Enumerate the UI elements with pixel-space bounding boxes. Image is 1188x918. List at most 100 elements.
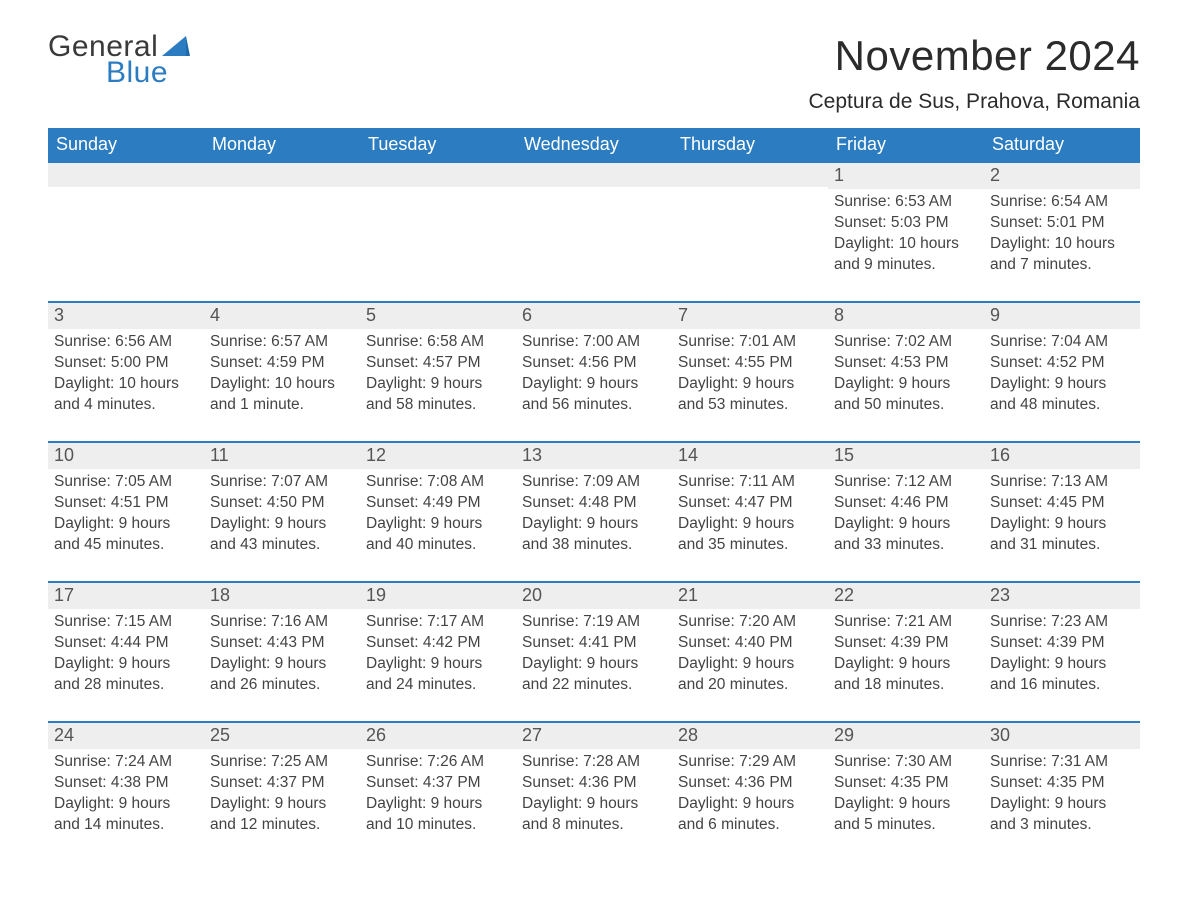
day-body: Sunrise: 6:54 AMSunset: 5:01 PMDaylight:…: [984, 189, 1140, 278]
calendar-cell: 21Sunrise: 7:20 AMSunset: 4:40 PMDayligh…: [672, 583, 828, 703]
sunset-text: Sunset: 4:37 PM: [366, 773, 510, 794]
day-number: 12: [360, 443, 516, 469]
calendar-week: 3Sunrise: 6:56 AMSunset: 5:00 PMDaylight…: [48, 301, 1140, 423]
day-body: [672, 187, 828, 192]
month-title: November 2024: [808, 32, 1140, 80]
sunrise-text: Sunrise: 6:58 AM: [366, 332, 510, 353]
sunset-text: Sunset: 4:41 PM: [522, 633, 666, 654]
calendar-cell: 11Sunrise: 7:07 AMSunset: 4:50 PMDayligh…: [204, 443, 360, 563]
day-body: Sunrise: 7:12 AMSunset: 4:46 PMDaylight:…: [828, 469, 984, 558]
sunset-text: Sunset: 4:35 PM: [834, 773, 978, 794]
sunset-text: Sunset: 4:46 PM: [834, 493, 978, 514]
daylight-text: Daylight: 9 hours and 18 minutes.: [834, 654, 978, 696]
sunrise-text: Sunrise: 7:26 AM: [366, 752, 510, 773]
day-number: 5: [360, 303, 516, 329]
calendar-cell: 6Sunrise: 7:00 AMSunset: 4:56 PMDaylight…: [516, 303, 672, 423]
sunrise-text: Sunrise: 7:04 AM: [990, 332, 1134, 353]
brand-line2: Blue: [106, 58, 190, 88]
calendar-cell: [204, 163, 360, 283]
day-number: 7: [672, 303, 828, 329]
day-number: 6: [516, 303, 672, 329]
sunset-text: Sunset: 5:01 PM: [990, 213, 1134, 234]
calendar-cell: 16Sunrise: 7:13 AMSunset: 4:45 PMDayligh…: [984, 443, 1140, 563]
sunrise-text: Sunrise: 6:54 AM: [990, 192, 1134, 213]
sunrise-text: Sunrise: 7:13 AM: [990, 472, 1134, 493]
sunset-text: Sunset: 5:03 PM: [834, 213, 978, 234]
day-body: Sunrise: 7:15 AMSunset: 4:44 PMDaylight:…: [48, 609, 204, 698]
calendar-cell: [672, 163, 828, 283]
weekday-label: Friday: [828, 128, 984, 163]
sunrise-text: Sunrise: 6:56 AM: [54, 332, 198, 353]
sunset-text: Sunset: 4:47 PM: [678, 493, 822, 514]
day-body: Sunrise: 7:25 AMSunset: 4:37 PMDaylight:…: [204, 749, 360, 838]
day-number: [48, 163, 204, 187]
daylight-text: Daylight: 10 hours and 1 minute.: [210, 374, 354, 416]
daylight-text: Daylight: 9 hours and 22 minutes.: [522, 654, 666, 696]
day-number: 29: [828, 723, 984, 749]
daylight-text: Daylight: 9 hours and 6 minutes.: [678, 794, 822, 836]
sunset-text: Sunset: 4:55 PM: [678, 353, 822, 374]
sunrise-text: Sunrise: 7:30 AM: [834, 752, 978, 773]
day-body: Sunrise: 7:20 AMSunset: 4:40 PMDaylight:…: [672, 609, 828, 698]
daylight-text: Daylight: 9 hours and 40 minutes.: [366, 514, 510, 556]
day-number: 14: [672, 443, 828, 469]
sunrise-text: Sunrise: 7:02 AM: [834, 332, 978, 353]
daylight-text: Daylight: 10 hours and 7 minutes.: [990, 234, 1134, 276]
calendar-cell: 20Sunrise: 7:19 AMSunset: 4:41 PMDayligh…: [516, 583, 672, 703]
calendar-cell: 25Sunrise: 7:25 AMSunset: 4:37 PMDayligh…: [204, 723, 360, 843]
daylight-text: Daylight: 9 hours and 26 minutes.: [210, 654, 354, 696]
day-body: Sunrise: 7:31 AMSunset: 4:35 PMDaylight:…: [984, 749, 1140, 838]
calendar-cell: 27Sunrise: 7:28 AMSunset: 4:36 PMDayligh…: [516, 723, 672, 843]
weekday-label: Sunday: [48, 128, 204, 163]
sunrise-text: Sunrise: 7:17 AM: [366, 612, 510, 633]
calendar-cell: 19Sunrise: 7:17 AMSunset: 4:42 PMDayligh…: [360, 583, 516, 703]
calendar-week: 1Sunrise: 6:53 AMSunset: 5:03 PMDaylight…: [48, 163, 1140, 283]
sunrise-text: Sunrise: 7:12 AM: [834, 472, 978, 493]
daylight-text: Daylight: 9 hours and 43 minutes.: [210, 514, 354, 556]
calendar-cell: 7Sunrise: 7:01 AMSunset: 4:55 PMDaylight…: [672, 303, 828, 423]
calendar-cell: 14Sunrise: 7:11 AMSunset: 4:47 PMDayligh…: [672, 443, 828, 563]
sunset-text: Sunset: 4:48 PM: [522, 493, 666, 514]
day-body: Sunrise: 7:05 AMSunset: 4:51 PMDaylight:…: [48, 469, 204, 558]
day-number: 18: [204, 583, 360, 609]
day-number: 21: [672, 583, 828, 609]
day-number: 3: [48, 303, 204, 329]
sunrise-text: Sunrise: 7:09 AM: [522, 472, 666, 493]
sunrise-text: Sunrise: 7:24 AM: [54, 752, 198, 773]
daylight-text: Daylight: 9 hours and 33 minutes.: [834, 514, 978, 556]
day-body: Sunrise: 7:00 AMSunset: 4:56 PMDaylight:…: [516, 329, 672, 418]
day-body: Sunrise: 7:30 AMSunset: 4:35 PMDaylight:…: [828, 749, 984, 838]
calendar: Sunday Monday Tuesday Wednesday Thursday…: [48, 128, 1140, 843]
day-body: Sunrise: 7:23 AMSunset: 4:39 PMDaylight:…: [984, 609, 1140, 698]
sunrise-text: Sunrise: 7:29 AM: [678, 752, 822, 773]
weekday-label: Thursday: [672, 128, 828, 163]
day-number: [360, 163, 516, 187]
daylight-text: Daylight: 9 hours and 35 minutes.: [678, 514, 822, 556]
sunset-text: Sunset: 4:40 PM: [678, 633, 822, 654]
sunrise-text: Sunrise: 7:28 AM: [522, 752, 666, 773]
day-number: 26: [360, 723, 516, 749]
calendar-cell: 29Sunrise: 7:30 AMSunset: 4:35 PMDayligh…: [828, 723, 984, 843]
day-body: Sunrise: 7:19 AMSunset: 4:41 PMDaylight:…: [516, 609, 672, 698]
sunset-text: Sunset: 4:53 PM: [834, 353, 978, 374]
weekday-header: Sunday Monday Tuesday Wednesday Thursday…: [48, 128, 1140, 163]
day-body: Sunrise: 7:02 AMSunset: 4:53 PMDaylight:…: [828, 329, 984, 418]
daylight-text: Daylight: 9 hours and 53 minutes.: [678, 374, 822, 416]
sunrise-text: Sunrise: 7:08 AM: [366, 472, 510, 493]
sunset-text: Sunset: 4:37 PM: [210, 773, 354, 794]
calendar-cell: 24Sunrise: 7:24 AMSunset: 4:38 PMDayligh…: [48, 723, 204, 843]
sunrise-text: Sunrise: 7:31 AM: [990, 752, 1134, 773]
daylight-text: Daylight: 9 hours and 31 minutes.: [990, 514, 1134, 556]
sunset-text: Sunset: 4:52 PM: [990, 353, 1134, 374]
daylight-text: Daylight: 9 hours and 10 minutes.: [366, 794, 510, 836]
calendar-cell: 2Sunrise: 6:54 AMSunset: 5:01 PMDaylight…: [984, 163, 1140, 283]
calendar-cell: 13Sunrise: 7:09 AMSunset: 4:48 PMDayligh…: [516, 443, 672, 563]
day-body: [360, 187, 516, 192]
day-body: Sunrise: 7:09 AMSunset: 4:48 PMDaylight:…: [516, 469, 672, 558]
day-body: Sunrise: 7:28 AMSunset: 4:36 PMDaylight:…: [516, 749, 672, 838]
weeks-container: 1Sunrise: 6:53 AMSunset: 5:03 PMDaylight…: [48, 163, 1140, 843]
daylight-text: Daylight: 9 hours and 28 minutes.: [54, 654, 198, 696]
daylight-text: Daylight: 9 hours and 38 minutes.: [522, 514, 666, 556]
calendar-cell: [360, 163, 516, 283]
daylight-text: Daylight: 9 hours and 58 minutes.: [366, 374, 510, 416]
